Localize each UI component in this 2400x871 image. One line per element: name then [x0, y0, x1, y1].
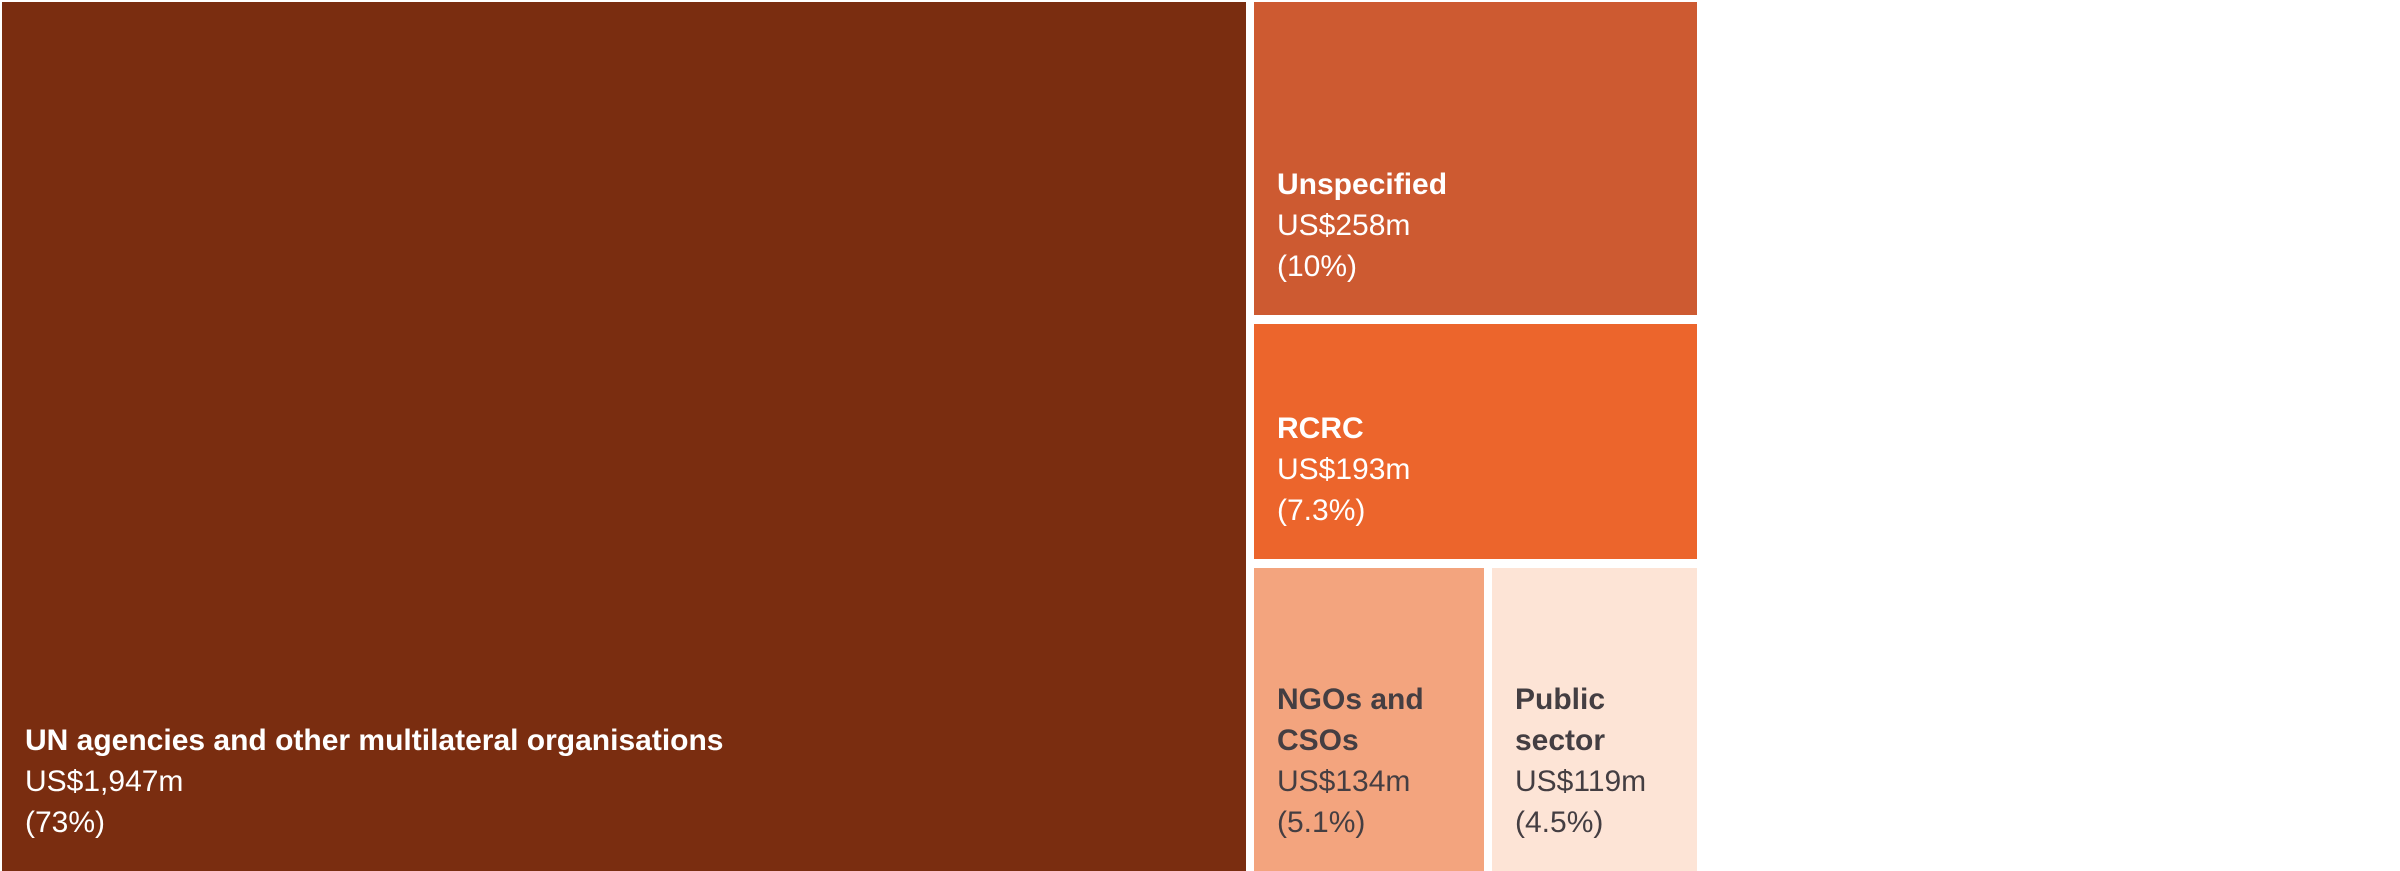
cell-name: UN agencies and other multilateral organ… [25, 724, 724, 757]
treemap-cell-rcrc: RCRC US$193m (7.3%) [1254, 324, 1697, 559]
cell-name: Public sector [1515, 683, 1606, 757]
cell-name: RCRC [1277, 412, 1364, 445]
cell-label: RCRC US$193m (7.3%) [1277, 408, 1410, 531]
cell-value: US$134m [1277, 765, 1411, 798]
cell-name: Unspecified [1277, 168, 1448, 201]
treemap-cell-unspecified: Unspecified US$258m (10%) [1254, 2, 1697, 315]
cell-share: (73%) [25, 806, 106, 839]
cell-value: US$193m [1277, 453, 1411, 486]
cell-value: US$119m [1515, 765, 1647, 798]
cell-share: (10%) [1277, 250, 1358, 283]
cell-share: (7.3%) [1277, 494, 1366, 527]
cell-name: NGOs and CSOs [1277, 683, 1424, 757]
cell-share: (5.1%) [1277, 806, 1366, 839]
cell-value: US$258m [1277, 209, 1411, 242]
cell-value: US$1,947m [25, 765, 184, 798]
cell-label: Public sector US$119m (4.5%) [1515, 679, 1647, 843]
cell-label: Unspecified US$258m (10%) [1277, 164, 1447, 287]
treemap-cell-public-sector: Public sector US$119m (4.5%) [1492, 568, 1697, 871]
treemap-cell-un-agencies: UN agencies and other multilateral organ… [2, 2, 1246, 871]
cell-share: (4.5%) [1515, 806, 1604, 839]
treemap-cell-ngos-csos: NGOs and CSOs US$134m (5.1%) [1254, 568, 1484, 871]
cell-label: NGOs and CSOs US$134m (5.1%) [1277, 679, 1467, 843]
cell-label: UN agencies and other multilateral organ… [25, 720, 724, 843]
